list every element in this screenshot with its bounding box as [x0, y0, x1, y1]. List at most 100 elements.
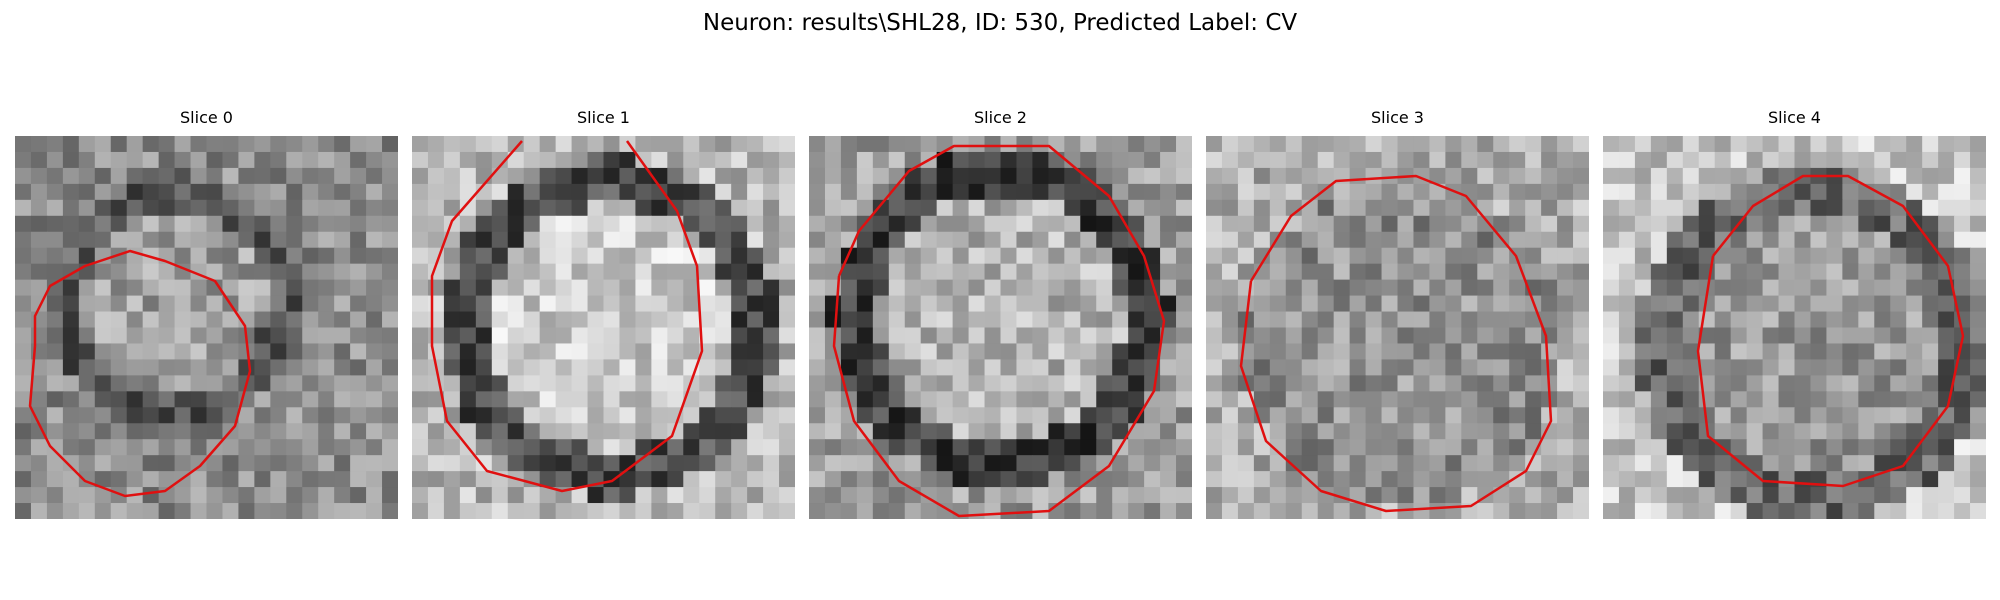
image-pixel: [1381, 327, 1399, 345]
image-pixel: [318, 407, 335, 424]
image-pixel: [904, 136, 922, 153]
image-pixel: [1064, 231, 1081, 249]
image-pixel: [651, 199, 668, 217]
image-pixel: [507, 359, 525, 376]
image-pixel: [1413, 295, 1431, 313]
image-pixel: [270, 391, 287, 408]
image-pixel: [1269, 391, 1287, 408]
image-pixel: [968, 199, 986, 217]
image-pixel: [731, 375, 748, 392]
image-pixel: [1573, 359, 1589, 376]
image-pixel: [1762, 343, 1780, 361]
image-pixel: [763, 487, 780, 504]
image-pixel: [888, 375, 906, 392]
image-pixel: [254, 231, 271, 249]
image-pixel: [427, 487, 445, 504]
image-pixel: [62, 151, 80, 169]
image-pixel: [920, 311, 938, 329]
image-pixel: [15, 311, 32, 329]
image-pixel: [1890, 199, 1907, 217]
image-pixel: [1603, 455, 1620, 472]
image-pixel: [190, 391, 208, 408]
image-pixel: [1080, 295, 1097, 313]
image-pixel: [270, 375, 287, 392]
image-pixel: [1970, 391, 1986, 408]
image-pixel: [824, 423, 842, 440]
image-pixel: [302, 359, 319, 376]
image-pixel: [270, 183, 287, 201]
image-pixel: [1603, 423, 1620, 440]
image-pixel: [126, 359, 144, 376]
image-pixel: [459, 231, 477, 249]
image-pixel: [1333, 136, 1351, 153]
image-pixel: [1144, 183, 1161, 201]
image-pixel: [1842, 407, 1859, 424]
image-pixel: [1413, 263, 1431, 281]
image-pixel: [238, 503, 255, 519]
image-pixel: [539, 375, 557, 392]
image-pixel: [1016, 343, 1034, 361]
image-pixel: [1445, 279, 1462, 297]
image-pixel: [190, 247, 208, 265]
image-pixel: [1016, 167, 1034, 185]
image-pixel: [779, 167, 795, 185]
image-pixel: [840, 487, 858, 504]
image-pixel: [1762, 471, 1780, 488]
image-pixel: [1810, 215, 1828, 233]
image-pixel: [382, 295, 398, 313]
image-pixel: [1826, 407, 1843, 424]
image-pixel: [507, 215, 525, 233]
image-pixel: [824, 439, 842, 456]
image-pixel: [1573, 375, 1589, 392]
image-pixel: [1128, 487, 1145, 504]
image-pixel: [1176, 183, 1192, 201]
image-pixel: [443, 375, 461, 392]
image-pixel: [270, 423, 287, 440]
image-pixel: [1682, 311, 1700, 329]
image-pixel: [318, 231, 335, 249]
image-pixel: [1794, 407, 1812, 424]
image-pixel: [1176, 279, 1192, 297]
image-pixel: [475, 455, 493, 472]
image-pixel: [603, 263, 621, 281]
image-pixel: [1650, 455, 1668, 472]
image-pixel: [222, 391, 240, 408]
image-pixel: [809, 183, 826, 201]
image-pixel: [1634, 455, 1652, 472]
image-pixel: [555, 407, 573, 424]
image-pixel: [222, 327, 240, 345]
image-pixel: [699, 279, 716, 297]
image-pixel: [1285, 407, 1303, 424]
image-pixel: [1269, 295, 1287, 313]
image-pixel: [571, 151, 589, 169]
image-pixel: [1938, 167, 1955, 185]
image-pixel: [1682, 391, 1700, 408]
image-pixel: [1618, 343, 1636, 361]
image-pixel: [1682, 183, 1700, 201]
image-pixel: [412, 487, 429, 504]
image-pixel: [1237, 167, 1255, 185]
image-pixel: [1461, 215, 1478, 233]
image-pixel: [856, 183, 874, 201]
image-pixel: [1858, 327, 1875, 345]
image-pixel: [238, 247, 255, 265]
image-pixel: [15, 503, 32, 519]
image-pixel: [126, 311, 144, 329]
image-pixel: [142, 423, 160, 440]
image-pixel: [1301, 263, 1319, 281]
image-pixel: [1778, 167, 1796, 185]
image-pixel: [667, 263, 684, 281]
image-pixel: [302, 407, 319, 424]
image-pixel: [126, 439, 144, 456]
image-pixel: [763, 343, 780, 361]
image-pixel: [286, 247, 303, 265]
image-pixel: [110, 343, 128, 361]
image-pixel: [587, 199, 605, 217]
image-pixel: [1285, 343, 1303, 361]
image-pixel: [443, 311, 461, 329]
image-pixel: [507, 439, 525, 456]
image-pixel: [110, 136, 128, 153]
image-pixel: [1778, 263, 1796, 281]
image-pixel: [1080, 327, 1097, 345]
image-pixel: [1573, 199, 1589, 217]
